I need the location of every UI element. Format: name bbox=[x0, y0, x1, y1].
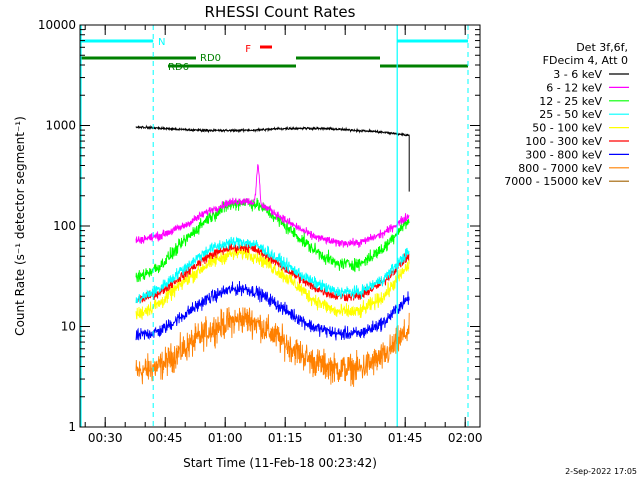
x-tick-label: 00:30 bbox=[88, 431, 123, 445]
axis-ticks: 1 10 100 1000 10000 00:30 00:45 01:00 01:15 01:30… bbox=[38, 18, 483, 445]
annotation-f: F bbox=[245, 44, 251, 55]
chart-title: RHESSI Count Rates bbox=[205, 3, 356, 21]
y-tick-label: 10 bbox=[61, 320, 76, 334]
series-line-3 bbox=[135, 236, 410, 304]
x-tick-label: 01:15 bbox=[268, 431, 303, 445]
series-line-4 bbox=[135, 243, 410, 320]
legend-header-detectors: Det 3f,6f, bbox=[576, 41, 628, 54]
legend-label-1: 6 - 12 keV bbox=[546, 81, 602, 94]
y-tick-label: 1000 bbox=[45, 119, 76, 133]
data-series bbox=[135, 124, 410, 387]
x-axis-label: Start Time (11-Feb-18 00:23:42) bbox=[183, 456, 377, 470]
plot-area: N RD0 RD6 F 1 10 100 1000 10000 00:30 00:45 01:00 0… bbox=[38, 18, 483, 445]
legend-label-8: 7000 - 15000 keV bbox=[504, 175, 602, 188]
legend-label-4: 50 - 100 keV bbox=[532, 122, 602, 135]
x-tick-label: 02:00 bbox=[448, 431, 483, 445]
legend-label-5: 100 - 300 keV bbox=[525, 135, 602, 148]
x-tick-label: 00:45 bbox=[148, 431, 183, 445]
annotation-rd0: RD0 bbox=[200, 53, 221, 64]
legend-label-7: 800 - 7000 keV bbox=[518, 162, 602, 175]
legend-label-2: 12 - 25 keV bbox=[539, 95, 602, 108]
y-axis-label: Count Rate (s⁻¹ detector segment⁻¹) bbox=[13, 116, 27, 336]
x-tick-label: 01:45 bbox=[388, 431, 423, 445]
y-tick-label: 100 bbox=[53, 219, 76, 233]
series-line-1 bbox=[135, 164, 410, 248]
legend-header-decim: FDecim 4, Att 0 bbox=[543, 54, 628, 67]
legend-label-6: 300 - 800 keV bbox=[525, 148, 602, 161]
annotation-n: N bbox=[158, 37, 165, 48]
series-line-6 bbox=[135, 280, 410, 341]
x-tick-label: 01:00 bbox=[208, 431, 243, 445]
series-line-0 bbox=[135, 124, 410, 137]
annotation-rd6: RD6 bbox=[168, 62, 189, 73]
legend-label-0: 3 - 6 keV bbox=[553, 68, 602, 81]
legend-label-3: 25 - 50 keV bbox=[539, 108, 602, 121]
x-tick-label: 01:30 bbox=[328, 431, 363, 445]
footer-timestamp: 2-Sep-2022 17:05 bbox=[565, 467, 637, 476]
status-bars: N RD0 RD6 F bbox=[80, 37, 468, 73]
y-tick-label: 1 bbox=[68, 420, 76, 434]
y-tick-label: 10000 bbox=[38, 18, 76, 32]
series-line-7 bbox=[135, 307, 410, 387]
series-line-2 bbox=[135, 197, 410, 283]
